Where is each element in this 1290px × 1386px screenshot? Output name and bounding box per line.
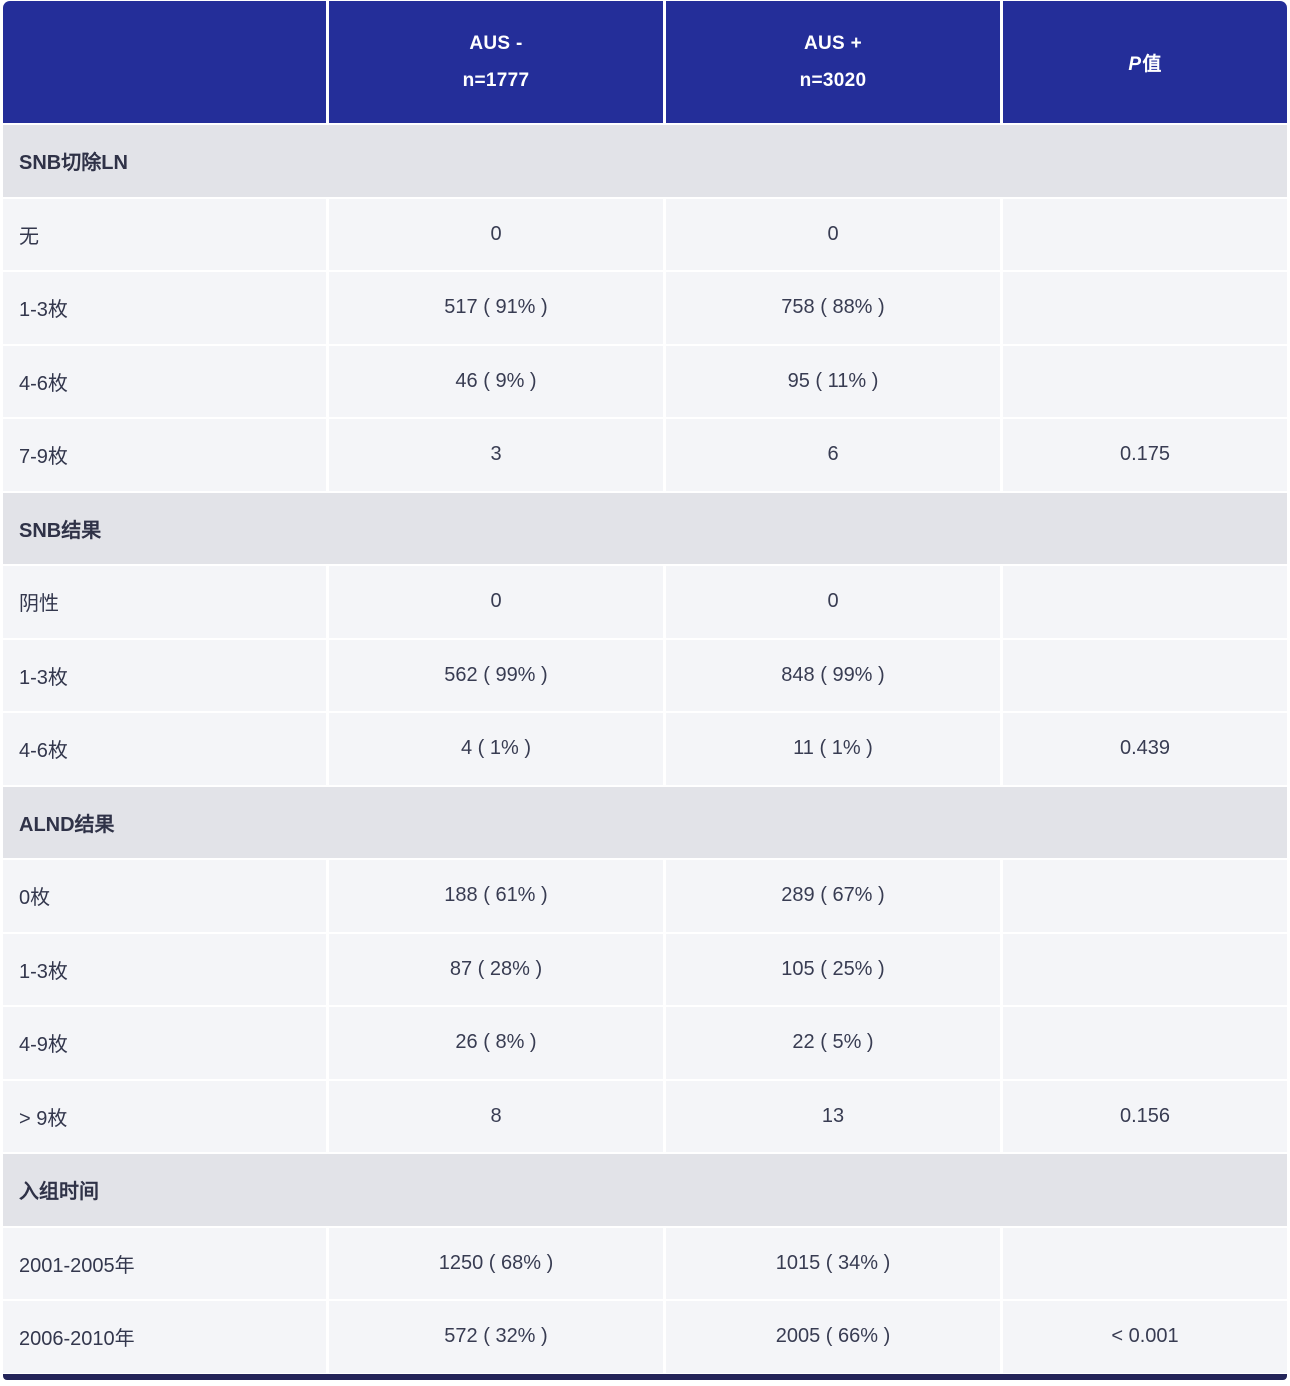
- row-label: 4-6枚: [3, 345, 326, 417]
- aus-negative-value: 517 ( 91% ): [329, 272, 663, 344]
- aus-negative-value: 562 ( 99% ): [329, 639, 663, 711]
- aus-positive-value: 105 ( 25% ): [666, 933, 1000, 1005]
- table-bottom-border: [3, 1373, 1287, 1380]
- table-row: 无 0 0: [3, 198, 1287, 270]
- row-label: 1-3枚: [3, 933, 326, 1005]
- aus-negative-value: 572 ( 32% ): [329, 1301, 663, 1373]
- table-row: 1-3枚 517 ( 91% ) 758 ( 88% ): [3, 272, 1287, 344]
- p-value: [1003, 1007, 1287, 1079]
- row-label: 阴性: [3, 566, 326, 638]
- row-label: 4-9枚: [3, 1007, 326, 1079]
- p-value-label: P值: [1128, 53, 1162, 75]
- p-value: 0.439: [1003, 713, 1287, 785]
- p-value: < 0.001: [1003, 1301, 1287, 1373]
- row-label: 7-9枚: [3, 419, 326, 491]
- section-header-alnd-result: ALND结果: [3, 786, 1287, 858]
- p-value: [1003, 860, 1287, 932]
- aus-positive-value: 95 ( 11% ): [666, 345, 1000, 417]
- aus-negative-value: 4 ( 1% ): [329, 713, 663, 785]
- table-row: 2006-2010年 572 ( 32% ) 2005 ( 66% ) < 0.…: [3, 1301, 1287, 1373]
- row-label: > 9枚: [3, 1080, 326, 1152]
- aus-negative-n: n=1777: [462, 69, 530, 91]
- row-label: 2006-2010年: [3, 1301, 326, 1373]
- aus-negative-value: 46 ( 9% ): [329, 345, 663, 417]
- aus-positive-value: 6: [666, 419, 1000, 491]
- table-row: 1-3枚 562 ( 99% ) 848 ( 99% ): [3, 639, 1287, 711]
- table-row: 1-3枚 87 ( 28% ) 105 ( 25% ): [3, 933, 1287, 1005]
- table-row: 阴性 0 0: [3, 566, 1287, 638]
- p-value: [1003, 345, 1287, 417]
- table-row: 4-6枚 4 ( 1% ) 11 ( 1% ) 0.439: [3, 713, 1287, 785]
- row-label: 1-3枚: [3, 272, 326, 344]
- header-cell-aus-positive: AUS + n=3020: [666, 1, 1000, 123]
- p-value: [1003, 566, 1287, 638]
- aus-positive-value: 13: [666, 1080, 1000, 1152]
- table-row: 4-9枚 26 ( 8% ) 22 ( 5% ): [3, 1007, 1287, 1079]
- p-value: [1003, 1227, 1287, 1299]
- row-label: 无: [3, 198, 326, 270]
- table-header-row: AUS - n=1777 AUS + n=3020 P值: [3, 1, 1287, 123]
- table-row: 2001-2005年 1250 ( 68% ) 1015 ( 34% ): [3, 1227, 1287, 1299]
- section-title: ALND结果: [19, 813, 115, 836]
- aus-positive-value: 2005 ( 66% ): [666, 1301, 1000, 1373]
- aus-negative-value: 3: [329, 419, 663, 491]
- header-cell-p-value: P值: [1003, 1, 1287, 123]
- row-label: 4-6枚: [3, 713, 326, 785]
- aus-positive-label: AUS +: [804, 32, 862, 54]
- section-header-snb-removed-ln: SNB切除LN: [3, 125, 1287, 197]
- aus-positive-n: n=3020: [799, 69, 867, 91]
- table-row: > 9枚 8 13 0.156: [3, 1080, 1287, 1152]
- section-title: SNB切除LN: [19, 152, 128, 175]
- aus-negative-label: AUS -: [469, 32, 523, 54]
- section-title: SNB结果: [19, 519, 102, 542]
- section-title: 入组时间: [19, 1181, 99, 1204]
- p-value: [1003, 639, 1287, 711]
- p-value: [1003, 933, 1287, 1005]
- section-header-enrollment-period: 入组时间: [3, 1154, 1287, 1226]
- aus-positive-value: 22 ( 5% ): [666, 1007, 1000, 1079]
- aus-positive-value: 1015 ( 34% ): [666, 1227, 1000, 1299]
- aus-positive-value: 0: [666, 566, 1000, 638]
- aus-positive-value: 848 ( 99% ): [666, 639, 1000, 711]
- aus-negative-value: 26 ( 8% ): [329, 1007, 663, 1079]
- p-value: 0.156: [1003, 1080, 1287, 1152]
- header-cell-empty: [3, 1, 326, 123]
- p-value: 0.175: [1003, 419, 1287, 491]
- aus-positive-value: 0: [666, 198, 1000, 270]
- aus-positive-value: 11 ( 1% ): [666, 713, 1000, 785]
- aus-negative-value: 188 ( 61% ): [329, 860, 663, 932]
- row-label: 0枚: [3, 860, 326, 932]
- aus-negative-value: 1250 ( 68% ): [329, 1227, 663, 1299]
- aus-negative-value: 0: [329, 566, 663, 638]
- aus-positive-value: 289 ( 67% ): [666, 860, 1000, 932]
- table-row: 7-9枚 3 6 0.175: [3, 419, 1287, 491]
- p-value: [1003, 272, 1287, 344]
- row-label: 1-3枚: [3, 639, 326, 711]
- aus-negative-value: 87 ( 28% ): [329, 933, 663, 1005]
- section-header-snb-result: SNB结果: [3, 492, 1287, 564]
- table-row: 4-6枚 46 ( 9% ) 95 ( 11% ): [3, 345, 1287, 417]
- header-cell-aus-negative: AUS - n=1777: [329, 1, 663, 123]
- table-row: 0枚 188 ( 61% ) 289 ( 67% ): [3, 860, 1287, 932]
- p-value: [1003, 198, 1287, 270]
- aus-positive-value: 758 ( 88% ): [666, 272, 1000, 344]
- row-label: 2001-2005年: [3, 1227, 326, 1299]
- aus-negative-value: 8: [329, 1080, 663, 1152]
- aus-negative-value: 0: [329, 198, 663, 270]
